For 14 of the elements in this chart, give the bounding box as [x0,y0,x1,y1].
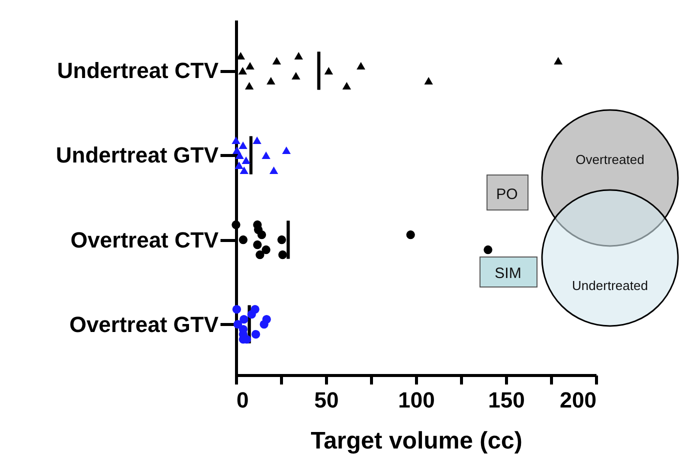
y-tick-label: Overtreat GTV [69,312,219,337]
annotation: SIM [494,265,522,282]
x-tick-label: 200 [560,388,596,412]
x-tick-label: 100 [398,388,435,412]
x-tick-label: 0 [236,388,249,412]
y-tick-label: Overtreat CTV [70,227,219,252]
annotation: Overtreated [576,152,644,167]
annotation: Undertreated [572,278,648,293]
y-tick-label: Undertreat GTV [56,142,219,168]
x-axis-title: Target volume (cc) [310,428,522,454]
x-tick-label: 150 [488,388,525,412]
x-tick-label: 50 [314,388,339,412]
annotation: PO [496,186,518,203]
y-tick-label: Undertreat CTV [57,58,219,84]
